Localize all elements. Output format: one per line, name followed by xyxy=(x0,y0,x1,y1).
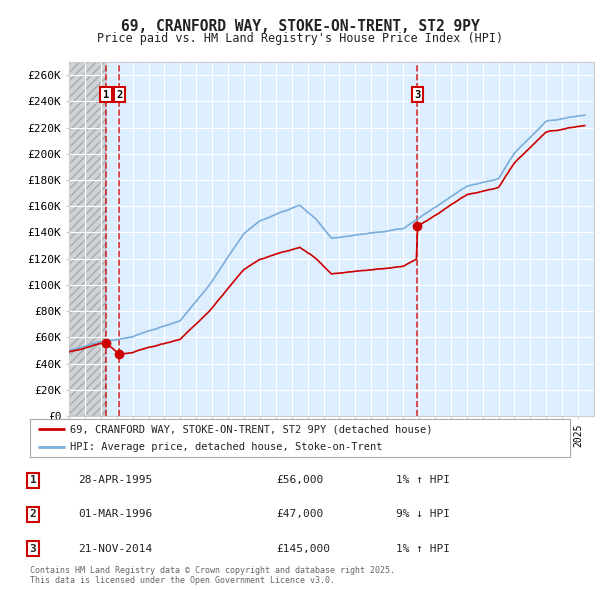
Text: 1% ↑ HPI: 1% ↑ HPI xyxy=(396,476,450,485)
Bar xyxy=(69,62,106,416)
Text: £47,000: £47,000 xyxy=(276,510,323,519)
Text: 3: 3 xyxy=(29,544,37,553)
Text: 1: 1 xyxy=(103,90,109,100)
Text: 01-MAR-1996: 01-MAR-1996 xyxy=(78,510,152,519)
Text: 3: 3 xyxy=(414,90,421,100)
Text: 69, CRANFORD WAY, STOKE-ON-TRENT, ST2 9PY (detached house): 69, CRANFORD WAY, STOKE-ON-TRENT, ST2 9P… xyxy=(71,424,433,434)
Text: 9% ↓ HPI: 9% ↓ HPI xyxy=(396,510,450,519)
Text: 1: 1 xyxy=(29,476,37,485)
Text: 28-APR-1995: 28-APR-1995 xyxy=(78,476,152,485)
Text: Contains HM Land Registry data © Crown copyright and database right 2025.
This d: Contains HM Land Registry data © Crown c… xyxy=(30,566,395,585)
Text: 21-NOV-2014: 21-NOV-2014 xyxy=(78,544,152,553)
Text: 69, CRANFORD WAY, STOKE-ON-TRENT, ST2 9PY: 69, CRANFORD WAY, STOKE-ON-TRENT, ST2 9P… xyxy=(121,19,479,34)
Text: HPI: Average price, detached house, Stoke-on-Trent: HPI: Average price, detached house, Stok… xyxy=(71,442,383,452)
Text: Price paid vs. HM Land Registry's House Price Index (HPI): Price paid vs. HM Land Registry's House … xyxy=(97,32,503,45)
Text: 1% ↑ HPI: 1% ↑ HPI xyxy=(396,544,450,553)
Text: £145,000: £145,000 xyxy=(276,544,330,553)
Text: £56,000: £56,000 xyxy=(276,476,323,485)
Text: 2: 2 xyxy=(116,90,122,100)
Text: 2: 2 xyxy=(29,510,37,519)
